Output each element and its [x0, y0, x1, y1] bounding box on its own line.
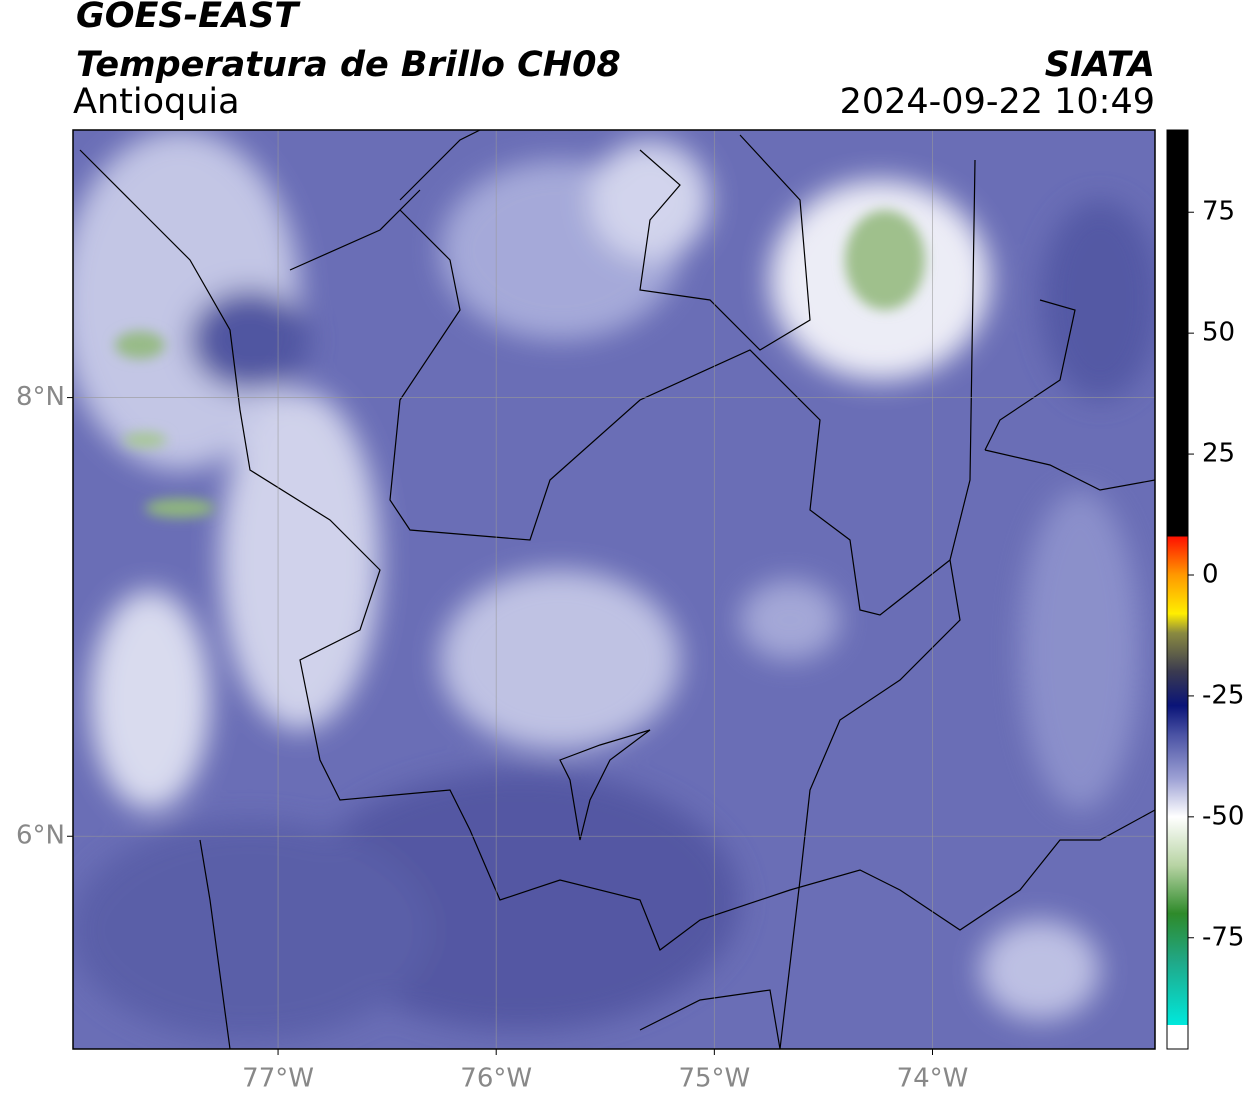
lat-tick-label: 6°N [16, 821, 65, 851]
map-frame [72, 129, 1156, 1050]
colorbar-tick-label: 0 [1202, 559, 1219, 589]
colorbar-tick-label: 75 [1202, 197, 1235, 227]
colorbar-tick-label: -25 [1202, 680, 1244, 710]
colorbar [1166, 129, 1189, 1050]
colorbar-tick-label: -50 [1202, 801, 1244, 831]
lon-tick-label: 75°W [678, 1064, 750, 1094]
colorbar-tick-label: -75 [1202, 922, 1244, 952]
agency: SIATA [1045, 45, 1155, 85]
borders [79, 130, 1155, 1049]
region: Antioquia [73, 82, 240, 122]
lon-tick-label: 76°W [460, 1064, 532, 1094]
lon-tick-label: 74°W [897, 1064, 969, 1094]
subtitle: Temperatura de Brillo CH08 [76, 45, 621, 85]
lon-tick-label: 77°W [242, 1064, 314, 1094]
title: GOES-EAST [76, 0, 301, 36]
colorbar-tick-label: 25 [1202, 439, 1235, 469]
colorbar-tick-label: 50 [1202, 318, 1235, 348]
datetime: 2024-09-22 10:49 [840, 82, 1155, 122]
satellite-field [73, 130, 1155, 1049]
lat-tick-label: 8°N [16, 382, 65, 412]
